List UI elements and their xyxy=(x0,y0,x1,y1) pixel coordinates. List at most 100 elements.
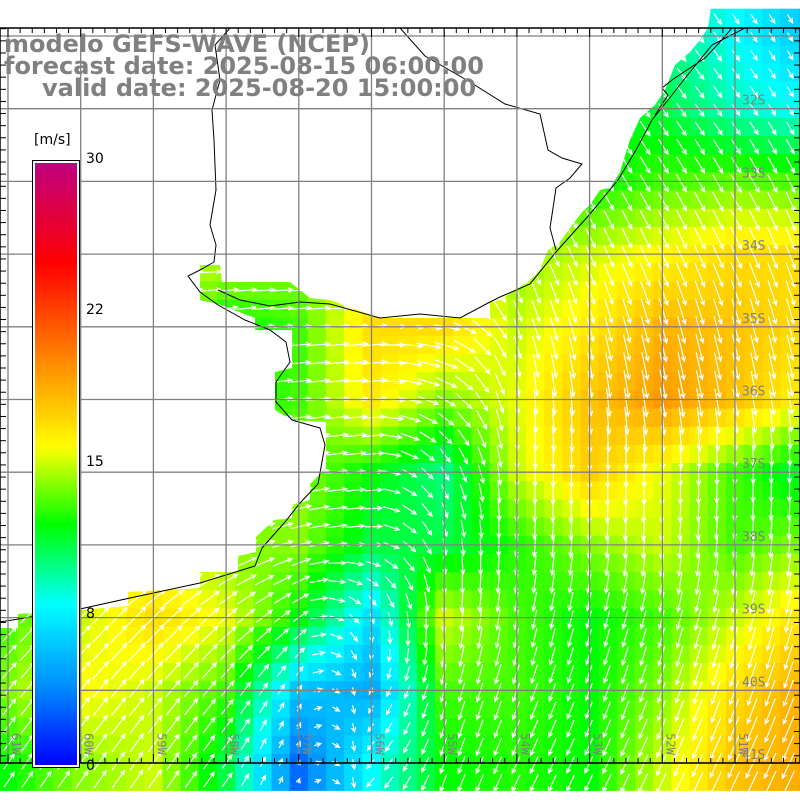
wind-arrow xyxy=(640,280,651,306)
lon-label: 57W xyxy=(300,733,314,755)
wind-arrow xyxy=(731,49,741,62)
wind-arrow xyxy=(475,682,484,703)
wind-arrow xyxy=(477,573,483,595)
wind-arrow xyxy=(495,408,504,432)
wind-arrow xyxy=(476,627,483,650)
lon-label: 56W xyxy=(373,733,387,755)
wind-arrow xyxy=(769,408,776,434)
wind-arrow xyxy=(460,519,467,539)
wind-arrow xyxy=(493,774,503,793)
wind-arrow xyxy=(658,298,669,326)
wind-arrow xyxy=(693,209,706,231)
wind-arrow xyxy=(785,280,796,307)
wind-arrow xyxy=(713,554,719,577)
wind-arrow xyxy=(147,678,164,698)
wind-arrow xyxy=(641,334,650,363)
wind-arrow xyxy=(422,628,429,649)
wind-arrow xyxy=(639,591,647,613)
wind-arrow xyxy=(496,500,502,522)
wind-arrow xyxy=(382,452,403,458)
wind-arrow xyxy=(254,557,276,567)
wind-arrow xyxy=(605,425,612,454)
wind-arrow xyxy=(603,210,615,230)
wind-arrow xyxy=(786,50,794,61)
wind-arrow xyxy=(767,262,778,288)
wind-arrow xyxy=(710,680,721,706)
wind-arrow xyxy=(456,411,472,429)
wind-arrow xyxy=(694,121,705,137)
wind-arrow xyxy=(674,736,685,759)
wind-arrow xyxy=(387,612,394,627)
wind-arrow xyxy=(259,719,268,732)
wind-arrow xyxy=(453,339,477,353)
wind-arrow xyxy=(314,778,322,784)
wind-arrow xyxy=(745,734,759,761)
wind-arrow xyxy=(713,13,723,26)
wind-arrow xyxy=(640,572,647,595)
wind-arrow xyxy=(621,610,629,630)
wind-arrow xyxy=(475,774,484,793)
wind-arrow xyxy=(639,245,651,269)
lon-label: 59W xyxy=(154,733,168,755)
wind-arrow xyxy=(691,771,704,796)
wind-arrow xyxy=(766,244,779,270)
wind-arrow xyxy=(695,316,705,345)
wind-arrow xyxy=(472,320,493,338)
wind-arrow xyxy=(656,700,666,722)
wind-arrow xyxy=(567,263,578,287)
wind-arrow xyxy=(731,298,742,326)
wind-arrow xyxy=(531,573,537,595)
wind-arrow xyxy=(750,13,758,25)
wind-arrow xyxy=(93,769,107,789)
wind-arrow xyxy=(402,522,417,534)
wind-arrow xyxy=(129,769,144,789)
wind-arrow xyxy=(129,732,144,753)
wind-arrow xyxy=(713,49,723,62)
wind-arrow xyxy=(57,770,71,789)
wind-arrow xyxy=(550,518,556,541)
wind-arrow xyxy=(2,661,18,679)
wind-arrow xyxy=(237,608,256,624)
wind-arrow xyxy=(750,352,759,380)
wind-arrow xyxy=(400,432,421,441)
wind-arrow xyxy=(475,755,484,775)
wind-arrow xyxy=(218,590,239,606)
wind-arrow xyxy=(91,606,110,625)
wind-arrow xyxy=(730,191,742,213)
wind-arrow xyxy=(421,467,434,480)
wind-arrow xyxy=(403,721,411,736)
wind-arrow xyxy=(621,192,633,212)
wind-arrow xyxy=(350,740,357,752)
wind-arrow xyxy=(439,448,452,464)
wind-arrow xyxy=(218,607,238,625)
wind-arrow xyxy=(586,299,596,324)
wind-arrow xyxy=(638,718,648,740)
wind-arrow xyxy=(421,756,430,774)
wind-arrow xyxy=(709,753,722,779)
wind-arrow xyxy=(785,226,796,251)
wind-arrow xyxy=(621,664,629,685)
wind-arrow xyxy=(384,758,394,771)
wind-arrow xyxy=(277,701,285,713)
wind-arrow xyxy=(397,343,425,349)
wind-arrow xyxy=(421,702,429,720)
wind-arrow xyxy=(549,591,556,612)
wind-arrow xyxy=(749,85,759,98)
wind-arrow xyxy=(713,518,720,541)
wind-arrow xyxy=(460,501,467,520)
wind-arrow xyxy=(786,536,792,559)
wind-arrow xyxy=(676,554,683,578)
wind-arrow xyxy=(404,647,410,665)
wind-arrow xyxy=(533,371,540,397)
wind-arrow xyxy=(783,643,794,671)
wind-arrow xyxy=(220,662,236,679)
wind-arrow xyxy=(221,753,233,769)
wind-arrow xyxy=(199,287,222,293)
wind-arrow xyxy=(384,776,394,789)
wind-arrow xyxy=(693,663,703,687)
wind-arrow xyxy=(460,538,466,557)
wind-arrow xyxy=(730,174,742,194)
wind-arrow xyxy=(2,679,17,698)
wind-arrow xyxy=(623,370,631,400)
wind-arrow xyxy=(92,642,110,662)
